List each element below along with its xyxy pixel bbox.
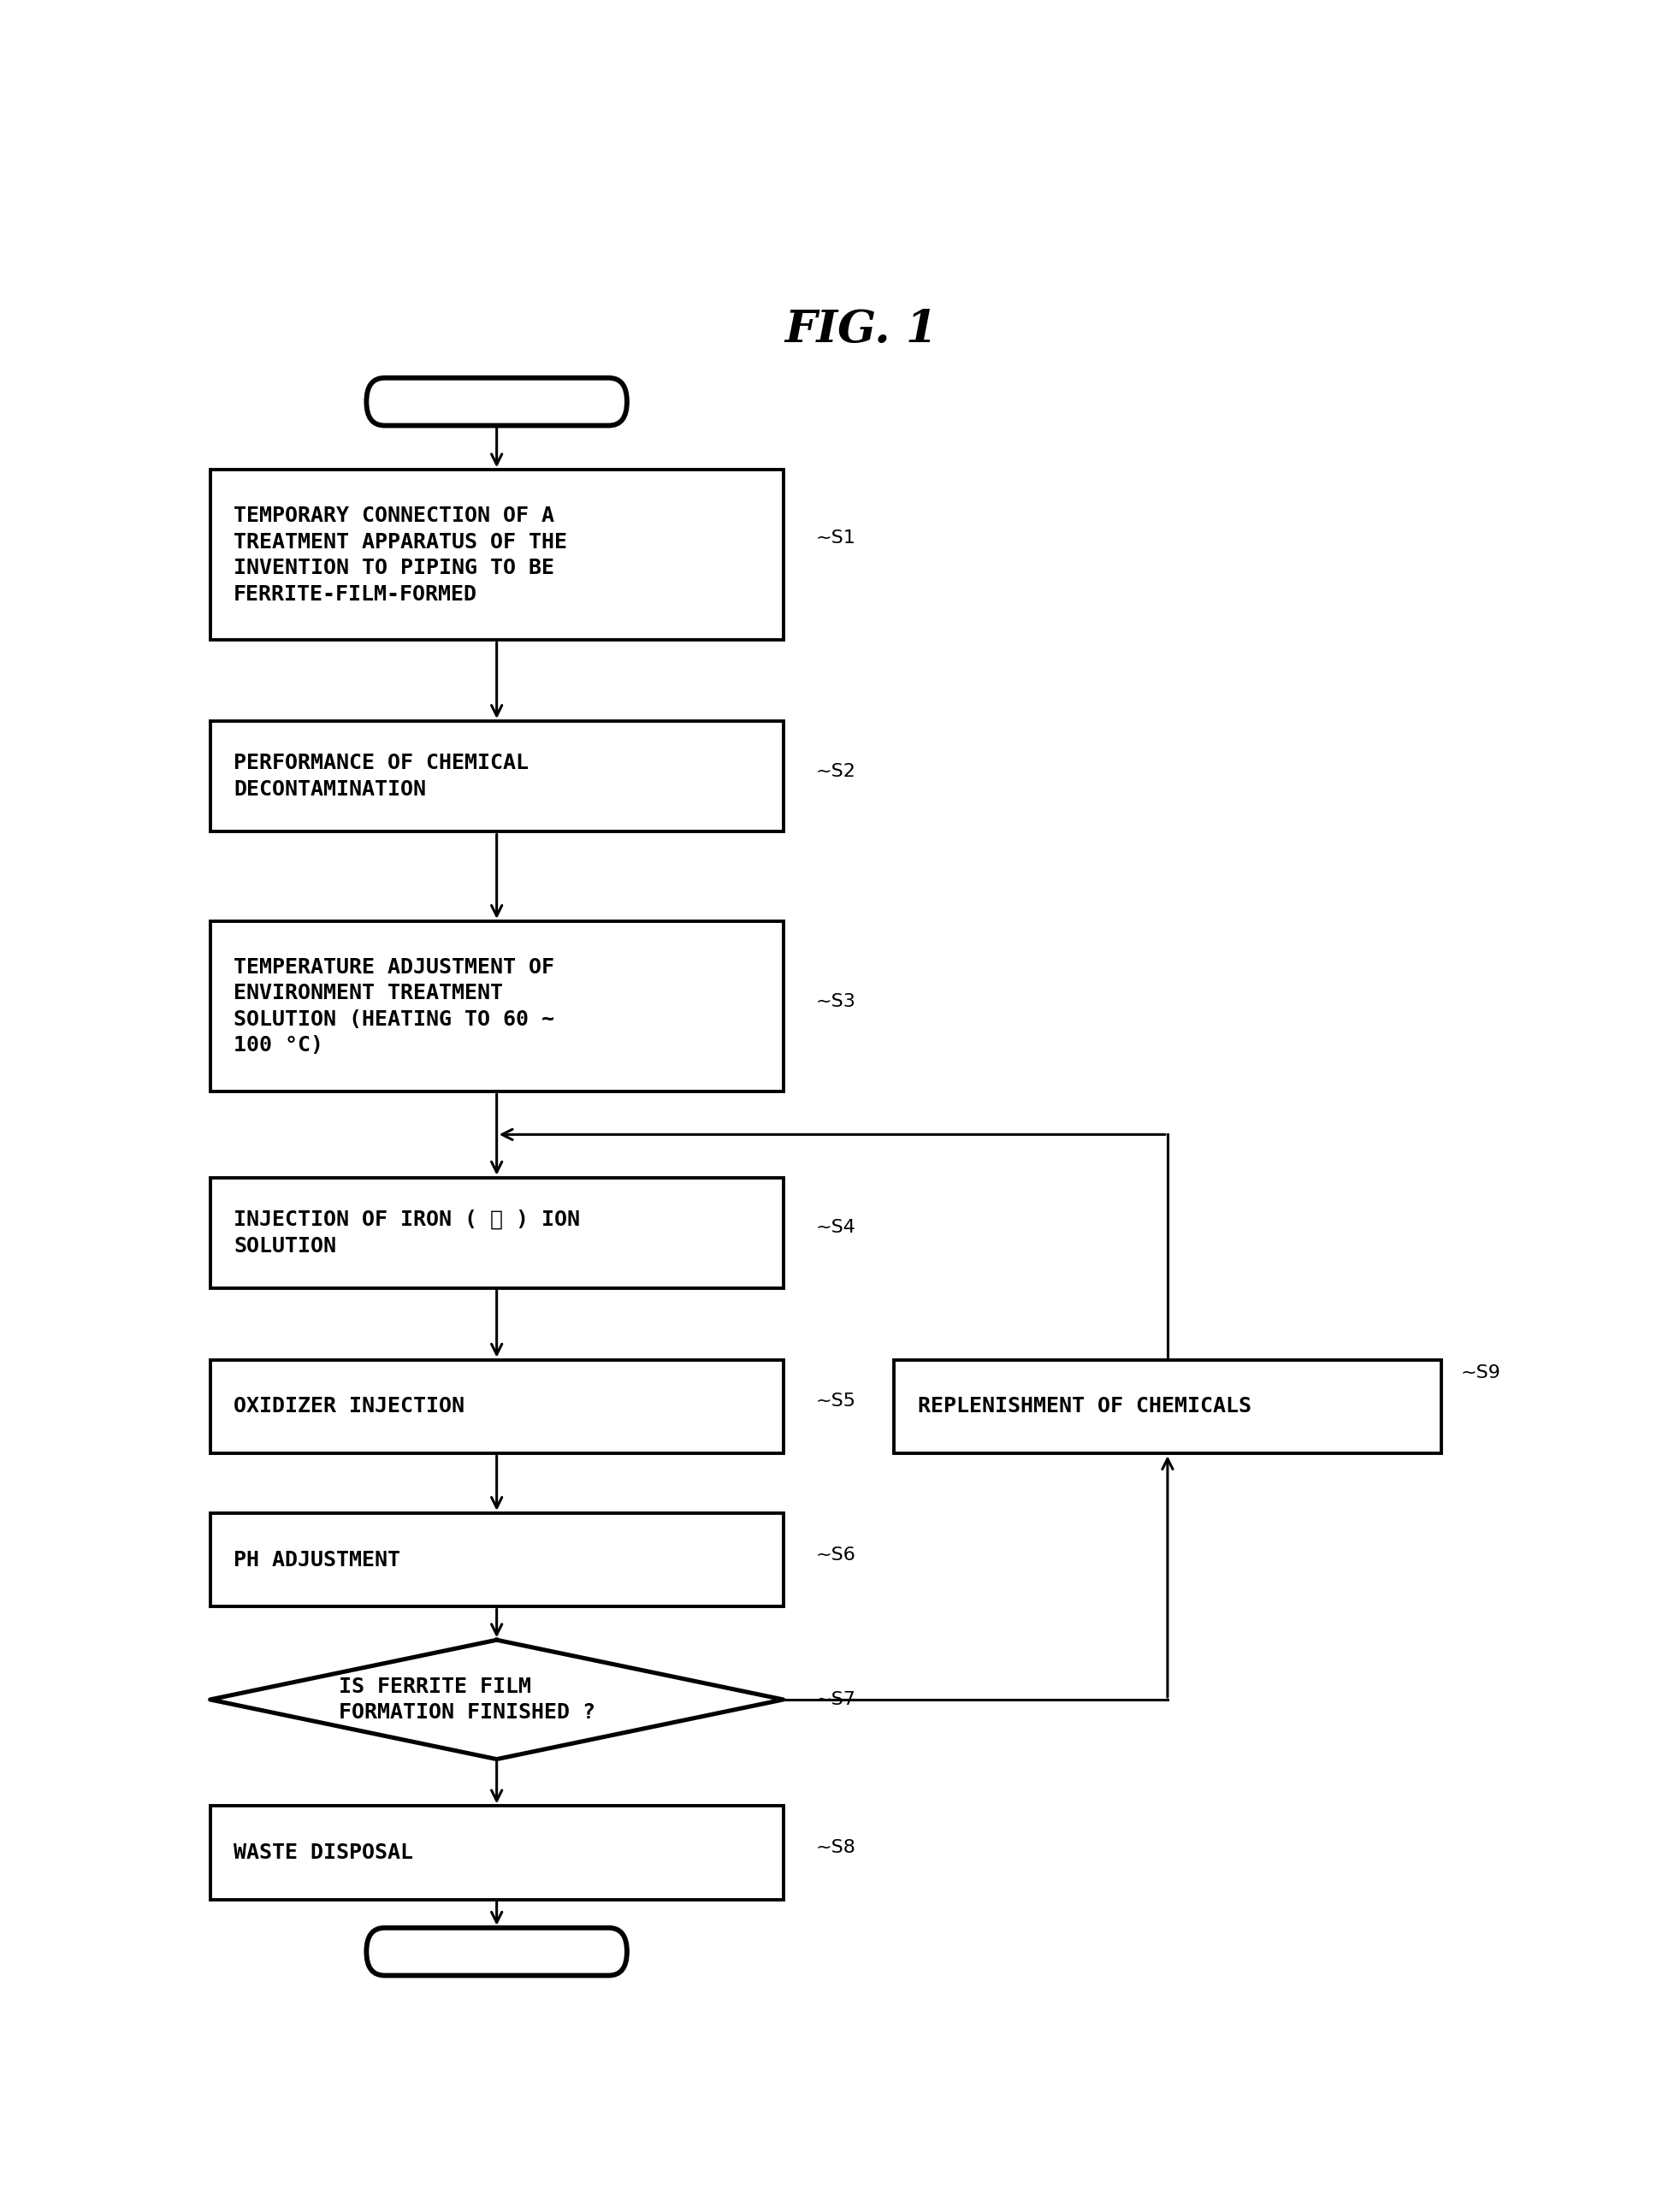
- Text: ~S9: ~S9: [1460, 1365, 1500, 1380]
- Text: ~S7: ~S7: [815, 1690, 855, 1708]
- Bar: [210, 1360, 783, 1453]
- Bar: [894, 1360, 1440, 1453]
- Bar: [210, 1177, 783, 1287]
- Text: ~S3: ~S3: [815, 993, 855, 1011]
- Text: INJECTION OF IRON ( Ⅱ ) ION
SOLUTION: INJECTION OF IRON ( Ⅱ ) ION SOLUTION: [234, 1210, 580, 1256]
- Text: OXIDIZER INJECTION: OXIDIZER INJECTION: [234, 1396, 464, 1418]
- Polygon shape: [210, 1639, 783, 1759]
- Bar: [210, 1805, 783, 1900]
- Text: ~S5: ~S5: [815, 1394, 855, 1409]
- FancyBboxPatch shape: [366, 378, 627, 425]
- Bar: [210, 721, 783, 832]
- Text: ~S6: ~S6: [815, 1546, 855, 1564]
- Bar: [210, 920, 783, 1091]
- Text: FIG. 1: FIG. 1: [785, 307, 937, 352]
- Text: TEMPORARY CONNECTION OF A
TREATMENT APPARATUS OF THE
INVENTION TO PIPING TO BE
F: TEMPORARY CONNECTION OF A TREATMENT APPA…: [234, 504, 566, 604]
- Text: ~S2: ~S2: [815, 763, 855, 781]
- Text: ~S8: ~S8: [815, 1838, 855, 1856]
- FancyBboxPatch shape: [366, 1929, 627, 1975]
- Text: WASTE DISPOSAL: WASTE DISPOSAL: [234, 1843, 413, 1863]
- Bar: [210, 1513, 783, 1606]
- Text: ~S4: ~S4: [815, 1219, 855, 1237]
- Bar: [210, 469, 783, 639]
- Text: PERFORMANCE OF CHEMICAL
DECONTAMINATION: PERFORMANCE OF CHEMICAL DECONTAMINATION: [234, 752, 529, 801]
- Text: REPLENISHMENT OF CHEMICALS: REPLENISHMENT OF CHEMICALS: [917, 1396, 1250, 1418]
- Text: IS FERRITE FILM
FORMATION FINISHED ?: IS FERRITE FILM FORMATION FINISHED ?: [339, 1677, 595, 1723]
- Text: ~S1: ~S1: [815, 529, 855, 546]
- Text: TEMPERATURE ADJUSTMENT OF
ENVIRONMENT TREATMENT
SOLUTION (HEATING TO 60 ~
100 °C: TEMPERATURE ADJUSTMENT OF ENVIRONMENT TR…: [234, 958, 554, 1055]
- Text: PH ADJUSTMENT: PH ADJUSTMENT: [234, 1551, 400, 1571]
